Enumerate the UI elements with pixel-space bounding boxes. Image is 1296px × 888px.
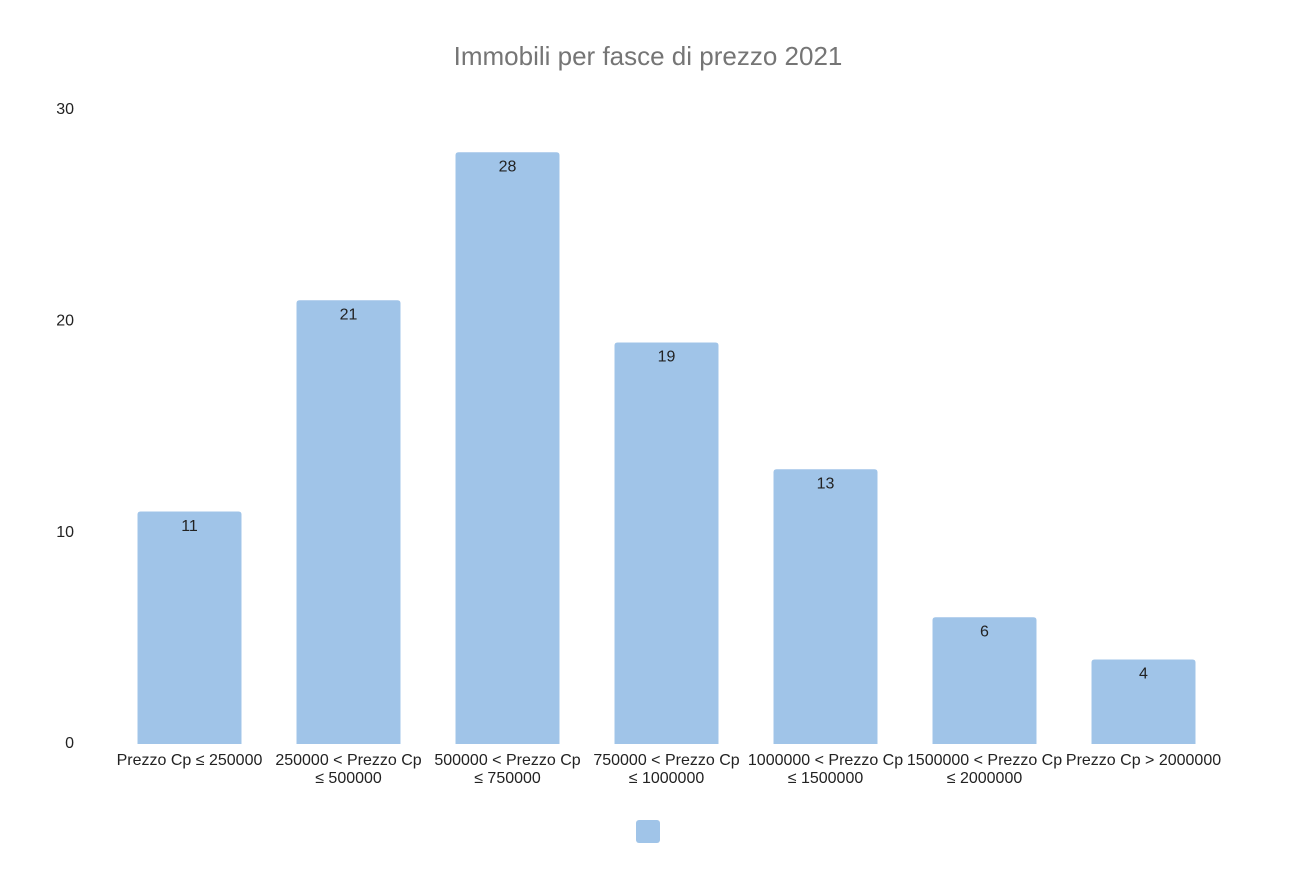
y-tick-label: 0 bbox=[65, 735, 74, 752]
x-tick-label: Prezzo Cp > 2000000 bbox=[1065, 752, 1222, 769]
x-tick-label: 1500000 < Prezzo Cp ≤ 2000000 bbox=[906, 752, 1063, 787]
bar bbox=[932, 617, 1037, 744]
data-label: 4 bbox=[1139, 666, 1148, 683]
bar bbox=[137, 511, 242, 744]
y-tick-label: 20 bbox=[56, 313, 74, 330]
bar bbox=[773, 469, 878, 744]
x-tick-label: 500000 < Prezzo Cp ≤ 750000 bbox=[434, 752, 581, 787]
data-label: 6 bbox=[980, 623, 989, 640]
x-tick-label: 1000000 < Prezzo Cp ≤ 1500000 bbox=[747, 752, 904, 787]
data-label: 28 bbox=[499, 158, 517, 175]
data-label: 19 bbox=[658, 349, 676, 366]
bar bbox=[296, 300, 401, 744]
y-tick-label: 10 bbox=[56, 524, 74, 541]
x-tick-label: 750000 < Prezzo Cp ≤ 1000000 bbox=[593, 752, 740, 787]
bar bbox=[1091, 659, 1196, 744]
x-tick-label: Prezzo Cp ≤ 250000 bbox=[116, 752, 263, 769]
data-label: 13 bbox=[817, 475, 835, 492]
x-tick-label: 250000 < Prezzo Cp ≤ 500000 bbox=[275, 752, 422, 787]
data-label: 11 bbox=[181, 518, 198, 535]
chart-title: Immobili per fasce di prezzo 2021 bbox=[454, 41, 843, 71]
data-label: 21 bbox=[340, 306, 358, 323]
y-tick-label: 30 bbox=[56, 101, 74, 118]
bar bbox=[455, 152, 560, 744]
bar bbox=[614, 342, 719, 744]
legend-swatch bbox=[636, 820, 660, 843]
